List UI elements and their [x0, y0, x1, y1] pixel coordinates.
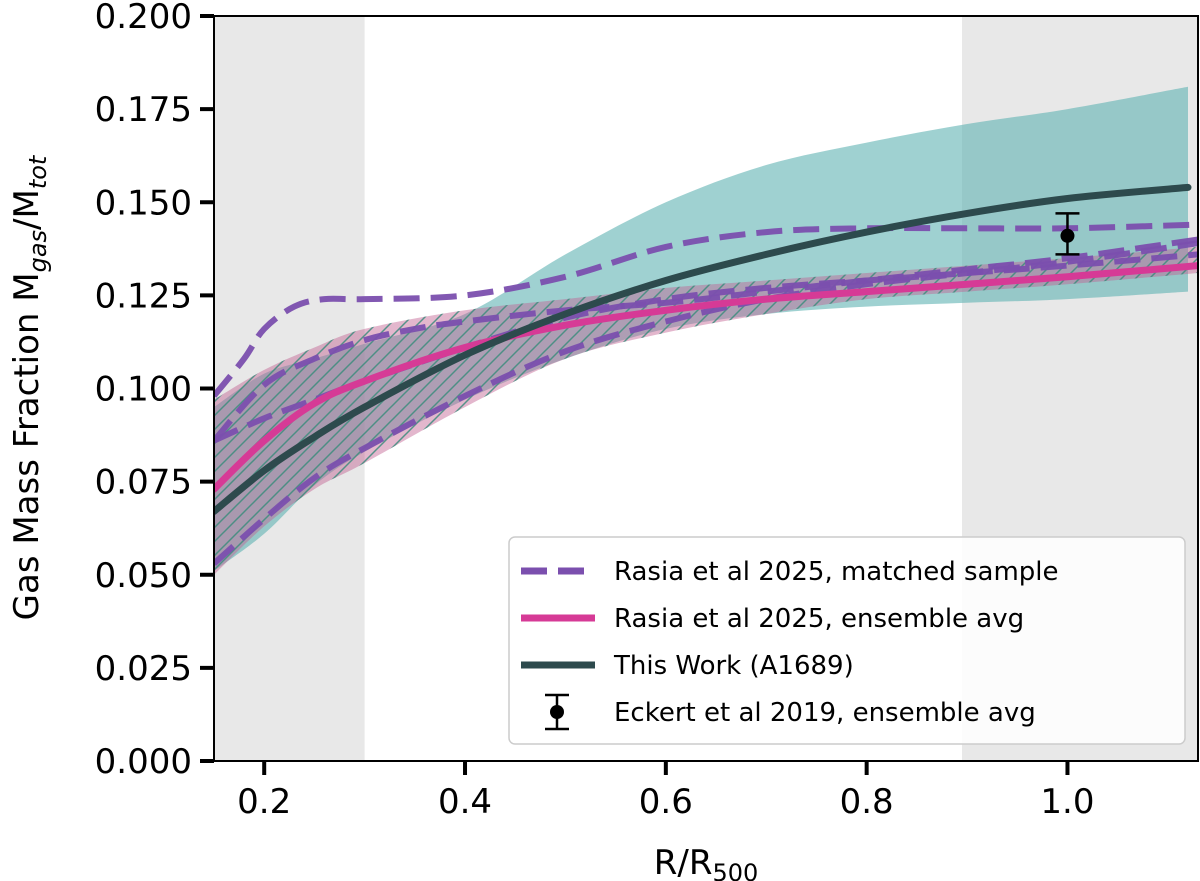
y-tick-label: 0.000 [95, 742, 192, 782]
x-tick-label: 0.4 [438, 782, 492, 822]
series-this-work [214, 183, 1192, 515]
y-tick-label: 0.200 [95, 0, 192, 37]
uncertainty-bands [214, 86, 1198, 575]
x-axis-label: R/R500 [654, 843, 759, 881]
data-points [1055, 212, 1080, 256]
y-tick-label: 0.150 [95, 183, 192, 223]
legend-label: Rasia et al 2025, matched sample [614, 557, 1059, 587]
y-tick-label: 0.075 [95, 463, 192, 503]
series-rasia-matched-4 [214, 240, 1198, 566]
this-work-band [214, 86, 1188, 572]
x-tick-label: 0.8 [840, 782, 894, 822]
legend-label: This Work (A1689) [613, 651, 854, 681]
rasia-ensemble-band-hatch [214, 246, 1198, 575]
y-tick-label: 0.050 [95, 556, 192, 596]
legend-label: Rasia et al 2025, ensemble avg [614, 604, 1024, 634]
x-tick-label: 0.2 [237, 782, 291, 822]
y-tick-label: 0.025 [95, 649, 192, 689]
series-rasia-ensemble [214, 262, 1198, 493]
x-tick-label: 0.6 [639, 782, 693, 822]
y-axis-label: Gas Mass Fraction Mgas/Mtot [7, 154, 52, 620]
x-axis-ticks: 0.2 0.4 0.6 0.8 1.0 [237, 761, 1095, 822]
series-rasia-matched-2 [214, 236, 1198, 443]
y-tick-label: 0.125 [95, 276, 192, 316]
legend-box [508, 536, 1186, 745]
y-tick-label: 0.175 [95, 90, 192, 130]
point-eckert [1060, 228, 1075, 243]
y-axis-ticks: 0.000 0.025 0.050 0.075 0.100 0.125 0.150 0.175… [95, 0, 214, 782]
legend-swatch-point [550, 705, 564, 719]
x-tick-label: 1.0 [1040, 782, 1094, 822]
legend: Rasia et al 2025, matched sample Rasia et… [508, 536, 1186, 745]
series-lines [214, 183, 1198, 566]
y-tick-label: 0.100 [95, 370, 192, 410]
legend-label: Eckert et al 2019, ensemble avg [614, 698, 1036, 728]
